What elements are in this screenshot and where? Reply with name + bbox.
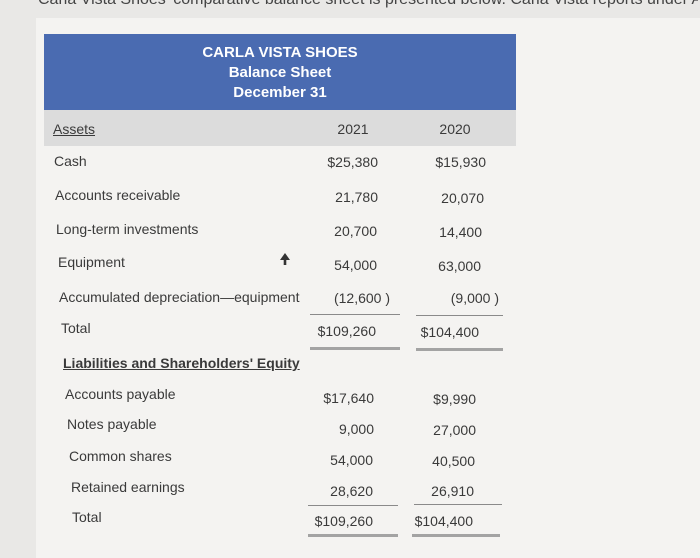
value-2021-accumulated-depreciation: (12,600 ): [333, 290, 390, 306]
value-2020-accumulated-depreciation: (9,000 ): [450, 290, 499, 306]
row-label-liabilities-total: Total: [72, 509, 102, 525]
liabilities-heading: Liabilities and Shareholders' Equity: [63, 355, 300, 371]
value-2021-accounts-payable: $17,640: [323, 390, 374, 406]
value-2020-assets-total: $104,400: [420, 324, 479, 340]
row-label-common-shares: Common shares: [69, 448, 172, 464]
column-2020: 2020: [439, 121, 471, 137]
value-2020-retained-earnings: 26,910: [431, 483, 474, 499]
subtotal-rule-2020: [416, 315, 503, 316]
row-label-long-term-investments: Long-term investments: [56, 221, 199, 237]
total-double-rule-2021: [310, 347, 400, 350]
value-2021-cash: $25,380: [327, 154, 378, 170]
row-label-retained-earnings: Retained earnings: [71, 479, 185, 495]
value-2020-liabilities-total: $104,400: [414, 513, 473, 529]
row-label-accumulated-depreciation: Accumulated depreciation—equipment: [59, 289, 300, 305]
company-name: CARLA VISTA SHOES: [202, 44, 358, 61]
column-header-row: [44, 110, 516, 146]
value-2021-common-shares: 54,000: [330, 452, 373, 468]
value-2020-notes-payable: 27,000: [433, 422, 476, 438]
value-2021-accounts-receivable: 21,780: [335, 189, 378, 205]
value-2020-accounts-payable: $9,990: [433, 391, 476, 407]
row-label-accounts-receivable: Accounts receivable: [55, 187, 181, 203]
liab-total-double-rule-2021: [308, 534, 398, 537]
row-label-accounts-payable: Accounts payable: [65, 386, 176, 402]
liab-subtotal-rule-2020: [414, 504, 502, 505]
assets-heading: Assets: [53, 121, 96, 137]
row-label-notes-payable: Notes payable: [67, 416, 157, 432]
mouse-pointer-icon: [280, 253, 290, 265]
value-2020-accounts-receivable: 20,070: [441, 190, 484, 206]
total-double-rule-2020: [416, 348, 503, 351]
intro-text: Carla Vista Shoes' comparative balance s…: [38, 0, 698, 9]
value-2020-cash: $15,930: [435, 154, 486, 170]
row-label-assets-total: Total: [61, 320, 91, 336]
statement-header: CARLA VISTA SHOES Balance Sheet December…: [44, 34, 516, 110]
value-2020-common-shares: 40,500: [432, 453, 475, 469]
liab-subtotal-rule-2021: [308, 505, 398, 506]
value-2021-assets-total: $109,260: [317, 323, 376, 339]
liab-total-double-rule-2020: [412, 534, 500, 537]
column-2021: 2021: [337, 121, 369, 137]
row-label-equipment: Equipment: [58, 254, 125, 270]
statement-date: December 31: [233, 84, 327, 101]
statement-name: Balance Sheet: [228, 64, 332, 81]
value-2020-long-term-investments: 14,400: [439, 224, 482, 240]
value-2021-equipment: 54,000: [334, 257, 377, 273]
value-2021-notes-payable: 9,000: [338, 421, 374, 437]
value-2021-long-term-investments: 20,700: [334, 223, 377, 239]
balance-sheet: CARLA VISTA SHOES Balance Sheet December…: [36, 18, 700, 558]
value-2021-liabilities-total: $109,260: [314, 513, 373, 529]
value-2020-equipment: 63,000: [438, 258, 481, 274]
subtotal-rule-2021: [310, 314, 400, 315]
value-2021-retained-earnings: 28,620: [330, 483, 373, 499]
row-label-cash: Cash: [54, 153, 87, 169]
